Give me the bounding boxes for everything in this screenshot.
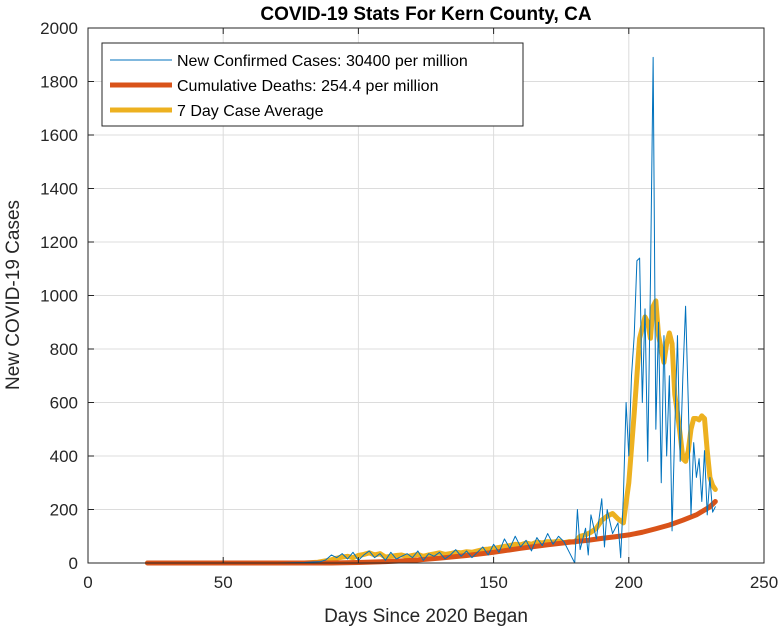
y-tick-label: 200 <box>50 501 78 520</box>
x-tick-label: 250 <box>750 573 778 592</box>
y-tick-label: 0 <box>69 554 78 573</box>
y-tick-label: 2000 <box>40 19 78 38</box>
legend-entry-7-day-average-label: 7 Day Case Average <box>177 103 324 120</box>
chart-title: COVID-19 Stats For Kern County, CA <box>260 4 591 25</box>
x-tick-label: 200 <box>615 573 643 592</box>
x-axis-label: Days Since 2020 Began <box>324 606 528 627</box>
legend-entry-cumulative-deaths-label: Cumulative Deaths: 254.4 per million <box>177 78 438 95</box>
x-tick-label: 150 <box>479 573 507 592</box>
x-tick-label: 0 <box>83 573 92 592</box>
tick-marks <box>87 27 765 564</box>
x-tick-label: 100 <box>344 573 372 592</box>
legend: New Confirmed Cases: 30400 per million Cu… <box>101 42 524 127</box>
y-tick-label: 1400 <box>40 180 78 199</box>
y-tick-label: 1200 <box>40 233 78 252</box>
legend-entry-new-cases-label: New Confirmed Cases: 30400 per million <box>177 53 468 70</box>
x-tick-label: 50 <box>214 573 233 592</box>
y-tick-label: 1000 <box>40 287 78 306</box>
y-tick-label: 800 <box>50 340 78 359</box>
y-axis-label: New COVID-19 Cases <box>3 200 24 390</box>
series-new-cases-line <box>146 56 716 564</box>
tick-labels: 0 50 100 150 200 250 0 200 400 600 800 1000 1200 1400… <box>40 19 778 592</box>
y-tick-label: 1800 <box>40 73 78 92</box>
y-tick-label: 400 <box>50 447 78 466</box>
legend-box <box>101 42 524 127</box>
y-tick-label: 600 <box>50 394 78 413</box>
y-tick-label: 1600 <box>40 126 78 145</box>
